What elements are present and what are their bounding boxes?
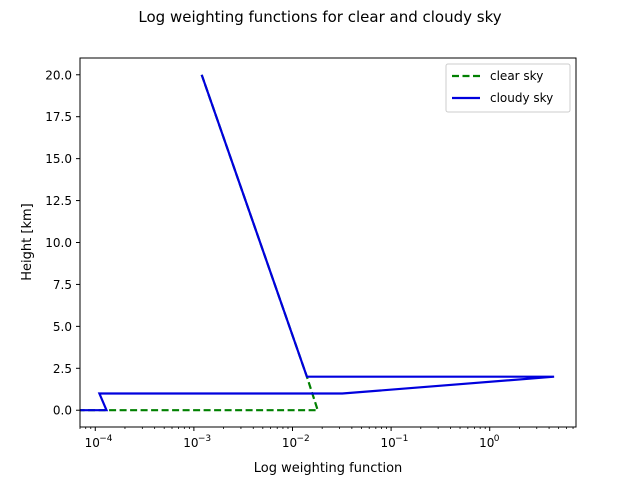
x-tick-label: 10 −2: [282, 434, 310, 450]
y-axis-label: Height [km]: [20, 203, 35, 280]
x-axis-ticks: 10 −4 10 −3 10 −2 10 −1 10 0: [79, 427, 574, 450]
y-tick-label: 5.0: [53, 320, 72, 334]
plot-frame: [79, 57, 577, 428]
y-tick-label: 12.5: [45, 194, 72, 208]
series-layer: [80, 74, 555, 412]
x-tick-base: 10: [479, 436, 494, 450]
x-tick-label: 10 −4: [85, 434, 113, 450]
x-axis-label: Log weighting function: [254, 461, 403, 476]
x-tick-exponent: −4: [99, 434, 113, 444]
x-tick-exponent: −2: [296, 434, 309, 444]
x-tick-label: 10 0: [479, 434, 500, 450]
y-tick-label: 7.5: [53, 278, 72, 292]
x-tick-base: 10: [85, 436, 100, 450]
legend-label-cloudy-sky: cloudy sky: [490, 91, 553, 105]
y-tick-label: 2.5: [53, 362, 72, 376]
legend-label-clear-sky: clear sky: [490, 69, 543, 83]
x-tick-exponent: −1: [395, 434, 408, 444]
y-tick-label: 15.0: [45, 152, 72, 166]
chart-title: Log weighting functions for clear and cl…: [138, 8, 501, 26]
x-tick-base: 10: [380, 436, 395, 450]
y-tick-label: 17.5: [45, 110, 72, 124]
y-tick-label: 0.0: [53, 404, 72, 418]
y-tick-label: 10.0: [45, 236, 72, 250]
legend: clear sky cloudy sky: [445, 63, 571, 113]
series-line-clear-sky: [80, 74, 320, 412]
y-axis-ticks: 0.0 2.5 5.0 7.5 10.0 12.5 15.0 17.5 20.0: [45, 68, 80, 418]
x-tick-label: 10 −1: [380, 434, 408, 450]
x-tick-base: 10: [282, 436, 297, 450]
x-tick-exponent: −3: [198, 434, 211, 444]
x-tick-exponent: 0: [494, 434, 500, 444]
x-tick-base: 10: [183, 436, 198, 450]
series-line-cloudy-sky: [80, 74, 555, 412]
y-tick-label: 20.0: [45, 68, 72, 82]
x-tick-label: 10 −3: [183, 434, 211, 450]
